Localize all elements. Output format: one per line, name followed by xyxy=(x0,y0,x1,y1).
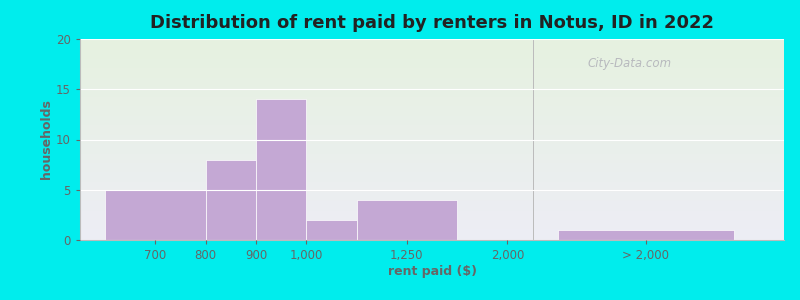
Y-axis label: households: households xyxy=(40,100,54,179)
Bar xyxy=(558,230,734,240)
Title: Distribution of rent paid by renters in Notus, ID in 2022: Distribution of rent paid by renters in … xyxy=(150,14,714,32)
Bar xyxy=(256,99,306,240)
Bar xyxy=(105,190,206,240)
Bar xyxy=(206,160,256,240)
X-axis label: rent paid ($): rent paid ($) xyxy=(387,265,477,278)
Bar xyxy=(357,200,457,240)
Bar xyxy=(306,220,357,240)
Text: City-Data.com: City-Data.com xyxy=(587,57,671,70)
